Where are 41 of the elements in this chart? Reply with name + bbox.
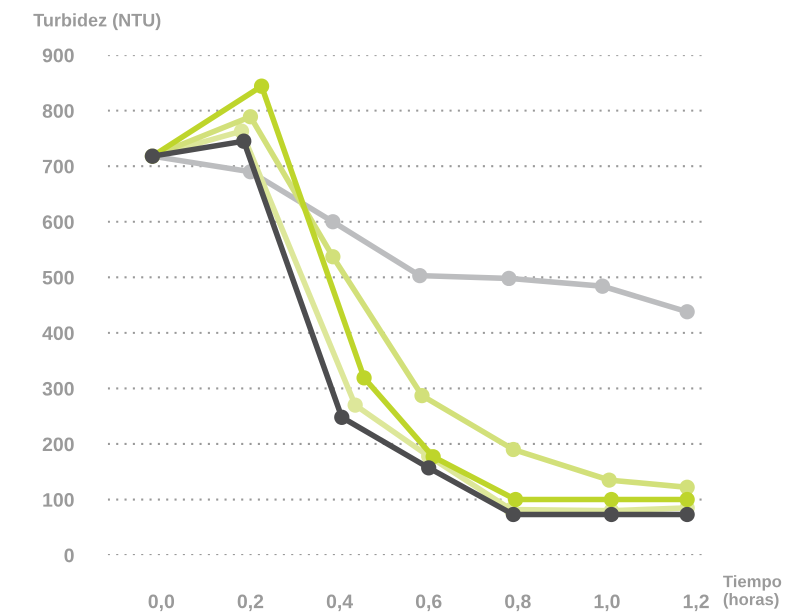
point xyxy=(506,442,521,458)
point xyxy=(356,370,372,386)
y-tick-label: 700 xyxy=(42,160,74,174)
point xyxy=(242,109,258,124)
x-tick-label: 0,2 xyxy=(238,594,264,612)
y-tick-label: 600 xyxy=(42,215,74,229)
point xyxy=(604,492,620,508)
y-tick-label: 200 xyxy=(42,437,74,452)
y-tick-label: 900 xyxy=(42,48,74,62)
point xyxy=(501,270,517,286)
point xyxy=(506,506,521,522)
point xyxy=(325,249,341,264)
point xyxy=(414,388,430,404)
x-axis-title: Tiempo (horas) xyxy=(723,575,782,609)
y-tick-label: 0 xyxy=(64,548,74,562)
point xyxy=(254,78,270,94)
point xyxy=(421,460,436,476)
y-tick-label: 100 xyxy=(43,492,74,507)
x-tick-label: 1,2 xyxy=(684,594,709,612)
point xyxy=(334,410,350,425)
point xyxy=(325,214,341,230)
x-tick-label: 1,0 xyxy=(594,594,620,612)
y-tick-label: 800 xyxy=(42,104,74,118)
y-tick-label: 500 xyxy=(42,270,74,285)
y-tick-label: 400 xyxy=(42,326,74,340)
x-tick-label: 0,4 xyxy=(326,594,353,612)
point xyxy=(508,492,524,508)
point xyxy=(680,492,695,508)
point xyxy=(236,134,252,149)
point xyxy=(412,268,428,284)
point xyxy=(680,304,695,320)
x-tick-label: 0,8 xyxy=(505,594,531,612)
point xyxy=(348,397,363,413)
y-tick-label: 300 xyxy=(42,382,74,396)
point xyxy=(602,472,617,488)
y-axis-title: Turbidez (NTU) xyxy=(33,13,160,30)
x-tick-label: 0,6 xyxy=(416,594,442,612)
point xyxy=(604,506,620,522)
x-tick-label: 0,0 xyxy=(148,594,174,612)
point xyxy=(680,506,695,522)
point xyxy=(594,278,610,294)
